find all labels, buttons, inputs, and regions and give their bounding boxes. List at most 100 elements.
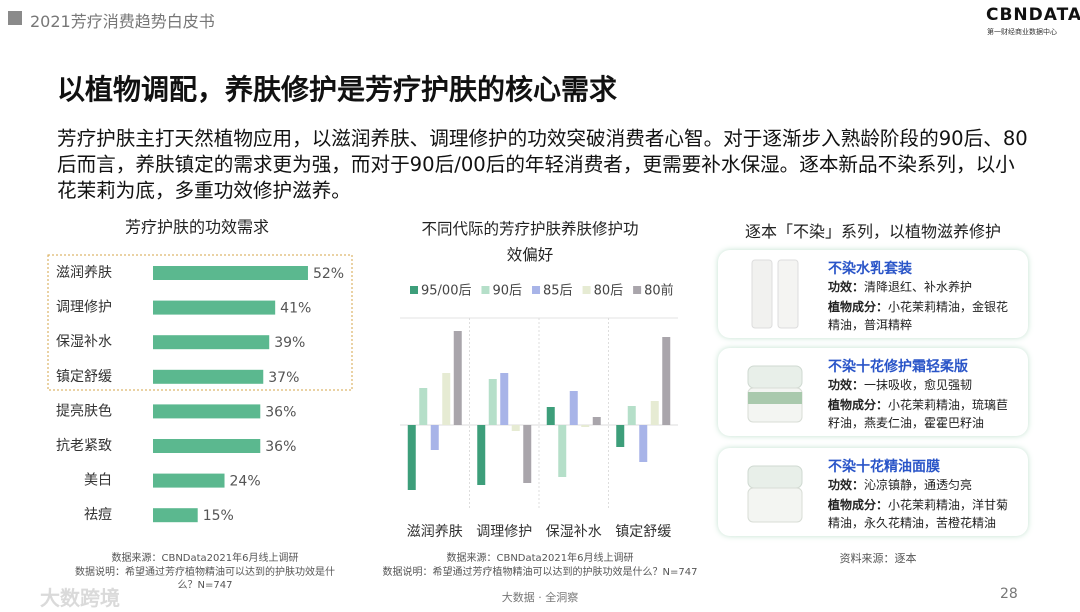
ingredients-text: 小花茉莉精油，金银花精油，普洱精粹 bbox=[828, 300, 1009, 332]
bar bbox=[153, 300, 276, 315]
bar bbox=[153, 404, 261, 419]
value-label: 52% bbox=[313, 266, 344, 282]
tagline: 大数据 · 全洞察 bbox=[501, 591, 579, 604]
product-card: 不染十花修护霜轻柔版 功效：一抹吸收，愈见强韧植物成分：小花茉莉精油，琉璃苣籽油，… bbox=[718, 348, 1028, 436]
bar bbox=[650, 401, 659, 425]
product-efficacy: 功效：沁凉镇静，通透匀亮 bbox=[828, 476, 1020, 494]
category-label: 镇定舒缓 bbox=[56, 369, 112, 385]
bar bbox=[500, 373, 509, 425]
value-label: 36% bbox=[265, 439, 296, 455]
bar bbox=[153, 439, 261, 453]
logo-sub: 第一财经商业数据中心 bbox=[987, 28, 1057, 36]
bar bbox=[419, 388, 428, 425]
source: 数据来源：CBNData2021年6月线上调研 bbox=[111, 553, 299, 564]
bottle bbox=[751, 259, 773, 329]
x-tick-label: 保湿补水 bbox=[546, 524, 602, 540]
source: 数据来源：CBNData2021年6月线上调研 bbox=[446, 553, 634, 564]
bar bbox=[407, 425, 416, 490]
product-ingredients: 植物成分：小花茉莉精油，金银花精油，普洱精粹 bbox=[828, 298, 1020, 334]
chart-demand: 芳疗护肤的功效需求 滋润养肤 52% 调理修护 41% 保湿补水 39% 镇定舒缓 37% 提亮… bbox=[47, 218, 353, 524]
page-number: 28 bbox=[1000, 586, 1018, 602]
ingredients-label: 植物成分： bbox=[828, 398, 889, 412]
bar bbox=[546, 407, 555, 425]
efficacy-text: 沁凉镇静，通透匀亮 bbox=[864, 478, 973, 492]
bar bbox=[442, 373, 451, 425]
product-image bbox=[747, 465, 803, 523]
legend-label: 85后 bbox=[543, 284, 573, 299]
legend-label: 95/00后 bbox=[421, 284, 471, 299]
product-card: 不染水乳套装 功效：清降退红、补水养护植物成分：小花茉莉精油，金银花精油，普洱精粹 bbox=[718, 250, 1028, 338]
bar bbox=[153, 473, 225, 488]
legend-swatch bbox=[481, 286, 490, 294]
chart-title: 芳疗护肤的功效需求 bbox=[125, 218, 269, 237]
note: 数据说明：希望通过芳疗植物精油可以达到的护肤功效是什么？N=747 bbox=[382, 567, 698, 578]
note: 数据说明：希望通过芳疗植物精油可以达到的护肤功效是什么？N=747 bbox=[75, 567, 335, 591]
product-image bbox=[751, 259, 799, 329]
legend-swatch bbox=[633, 286, 642, 294]
efficacy-label: 功效： bbox=[828, 378, 865, 392]
jar-band bbox=[748, 392, 802, 404]
bar bbox=[627, 406, 636, 425]
value-label: 41% bbox=[280, 301, 311, 317]
bar bbox=[477, 425, 486, 485]
efficacy-text: 清降退红、补水养护 bbox=[864, 280, 973, 294]
bar bbox=[511, 425, 520, 431]
chart-title: 不同代际的芳疗护肤养肤修护功效偏好 bbox=[421, 220, 639, 264]
product-name: 不染水乳套装 bbox=[828, 261, 912, 277]
bar bbox=[153, 508, 198, 523]
efficacy-label: 功效： bbox=[828, 478, 865, 492]
bar bbox=[153, 369, 264, 384]
bar bbox=[153, 335, 270, 350]
jar-lid bbox=[747, 465, 803, 489]
highlight-box bbox=[47, 254, 353, 391]
bar bbox=[639, 425, 648, 462]
jar-body bbox=[747, 487, 803, 523]
value-label: 37% bbox=[268, 370, 299, 386]
header-square bbox=[8, 11, 22, 25]
efficacy-text: 一抹吸收，愈见强韧 bbox=[864, 378, 973, 392]
body-text: 芳疗护肤主打天然植物应用，以滋润养肤、调理修护的功效突破消费者心智。对于逐渐步入… bbox=[57, 127, 1028, 202]
legend-label: 90后 bbox=[492, 284, 522, 299]
product-ingredients: 植物成分：小花茉莉精油，洋甘菊精油，永久花精油，苦橙花精油 bbox=[828, 496, 1020, 532]
category-label: 抗老紧致 bbox=[56, 438, 112, 454]
product-name: 不染十花精油面膜 bbox=[828, 459, 940, 475]
value-label: 36% bbox=[265, 404, 296, 420]
product-ingredients: 植物成分：小花茉莉精油，琉璃苣籽油，燕麦仁油，霍霍巴籽油 bbox=[828, 396, 1020, 432]
x-tick-label: 滋润养肤 bbox=[407, 524, 463, 540]
product-name: 不染十花修护霜轻柔版 bbox=[828, 359, 968, 375]
legend-swatch bbox=[532, 286, 541, 294]
category-label: 保湿补水 bbox=[56, 334, 112, 350]
jar-lid bbox=[747, 365, 803, 389]
product-efficacy: 功效：清降退红、补水养护 bbox=[828, 278, 1020, 296]
slide-title: 以植物调配，养肤修护是芳疗护肤的核心需求 bbox=[57, 73, 618, 106]
report-name: 2021芳疗消费趋势白皮书 bbox=[30, 12, 215, 31]
category-label: 美白 bbox=[84, 473, 112, 489]
bar bbox=[616, 425, 625, 447]
category-label: 提亮肤色 bbox=[56, 402, 112, 419]
legend-label: 80后 bbox=[594, 284, 624, 299]
ingredients-text: 小花茉莉精油，洋甘菊精油，永久花精油，苦橙花精油 bbox=[828, 498, 1009, 530]
category-label: 调理修护 bbox=[56, 300, 112, 316]
ingredients-label: 植物成分： bbox=[828, 300, 889, 314]
product-efficacy: 功效：一抹吸收，愈见强韧 bbox=[828, 376, 1020, 394]
logo: CBNDATA bbox=[986, 5, 1080, 25]
legend-swatch bbox=[410, 286, 418, 294]
watermark: 大数跨境 bbox=[40, 586, 120, 610]
bar bbox=[581, 425, 590, 427]
value-label: 15% bbox=[203, 508, 234, 524]
category-label: 滋润养肤 bbox=[56, 265, 112, 281]
bar bbox=[523, 425, 532, 483]
bar bbox=[453, 331, 462, 425]
legend-label: 80前 bbox=[644, 283, 674, 299]
ingredients-label: 植物成分： bbox=[828, 498, 889, 512]
bar bbox=[558, 425, 567, 477]
value-label: 24% bbox=[230, 474, 261, 490]
bar bbox=[569, 391, 578, 425]
product-card: 不染十花精油面膜 功效：沁凉镇静，通透匀亮植物成分：小花茉莉精油，洋甘菊精油，永久… bbox=[718, 448, 1028, 536]
bar bbox=[153, 266, 308, 280]
bar bbox=[488, 379, 497, 425]
value-label: 39% bbox=[274, 335, 305, 351]
bar bbox=[662, 337, 671, 425]
x-tick-label: 镇定舒缓 bbox=[615, 524, 671, 540]
